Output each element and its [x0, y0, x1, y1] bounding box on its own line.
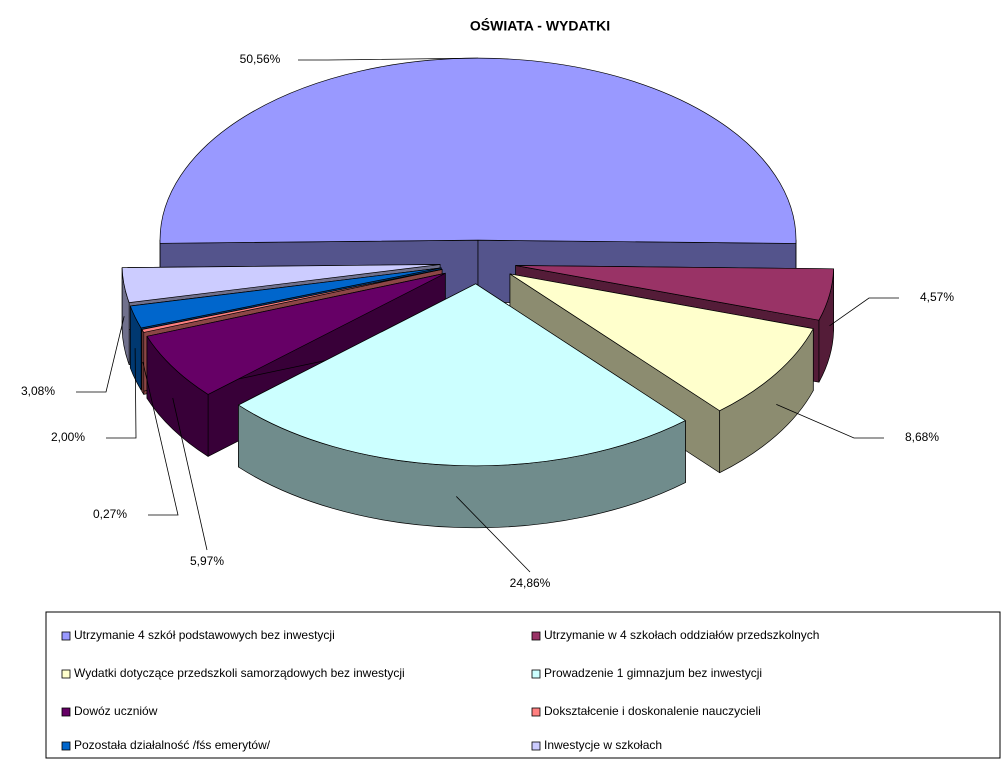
leader-line — [456, 496, 531, 573]
slice — [238, 283, 686, 467]
legend-label: Pozostała działalność /fśs emerytów/ — [74, 738, 271, 752]
data-label: 0,27% — [93, 507, 127, 521]
data-label: 50,56% — [240, 52, 281, 66]
slice — [141, 269, 443, 333]
legend-swatch — [531, 669, 541, 679]
legend-swatch — [61, 669, 71, 679]
slice — [515, 265, 834, 321]
legend-swatch — [531, 631, 541, 641]
data-label: 3,08% — [21, 384, 55, 398]
legend: Utrzymanie 4 szkół podstawowych bez inwe… — [61, 628, 819, 752]
leader-line — [76, 316, 125, 393]
data-label: 2,00% — [51, 430, 85, 444]
data-label: 4,57% — [920, 290, 954, 304]
legend-label: Utrzymanie 4 szkół podstawowych bez inwe… — [74, 628, 335, 642]
labels: 50,56% 4,57% 8,68% 24,86% 5,97% 0,27% 2,00% 3,0… — [21, 52, 954, 590]
leader-line — [776, 403, 884, 439]
slice — [121, 264, 441, 303]
data-label: 5,97% — [190, 554, 224, 568]
leader-line — [829, 297, 899, 327]
legend-swatch — [61, 707, 71, 717]
leader-line — [106, 348, 137, 439]
pie — [121, 57, 834, 529]
leader-line — [172, 397, 208, 551]
legend-label: Dokształcenie i doskonalenie nauczycieli — [544, 704, 761, 718]
slice — [129, 267, 442, 329]
legend-swatch — [61, 741, 71, 751]
slice — [146, 272, 446, 395]
data-label: 8,68% — [905, 430, 939, 444]
leader-line — [298, 57, 479, 61]
legend-swatch — [531, 741, 541, 751]
legend-box — [45, 611, 1001, 759]
legend-label: Prowadzenie 1 gimnazjum bez inwestycji — [544, 666, 762, 680]
legend-label: Dowóz uczniów — [74, 704, 158, 718]
leader-line — [142, 361, 179, 516]
legend-swatch — [531, 707, 541, 717]
legend-label: Wydatki dotyczące przedszkoli samorządow… — [74, 666, 405, 680]
legend-label: Utrzymanie w 4 szkołach oddziałów przeds… — [544, 628, 819, 642]
data-label: 24,86% — [510, 576, 551, 590]
legend-swatch — [61, 631, 71, 641]
legend-label: Inwestycje w szkołach — [544, 738, 662, 752]
chart-title: OŚWIATA - WYDATKI — [470, 17, 610, 34]
slice — [159, 57, 797, 244]
slice — [509, 273, 814, 412]
